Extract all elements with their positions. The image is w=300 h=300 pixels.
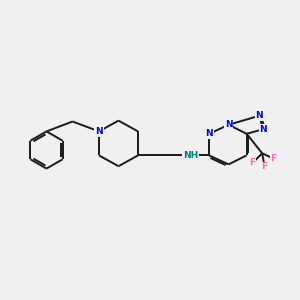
Text: N: N (225, 120, 232, 129)
Text: N: N (255, 111, 263, 120)
Text: N: N (205, 129, 213, 138)
Text: N: N (95, 127, 103, 136)
Text: F: F (271, 154, 277, 163)
Text: NH: NH (183, 151, 198, 160)
Text: N: N (259, 125, 267, 134)
Text: F: F (262, 162, 268, 171)
Text: F: F (250, 158, 256, 167)
